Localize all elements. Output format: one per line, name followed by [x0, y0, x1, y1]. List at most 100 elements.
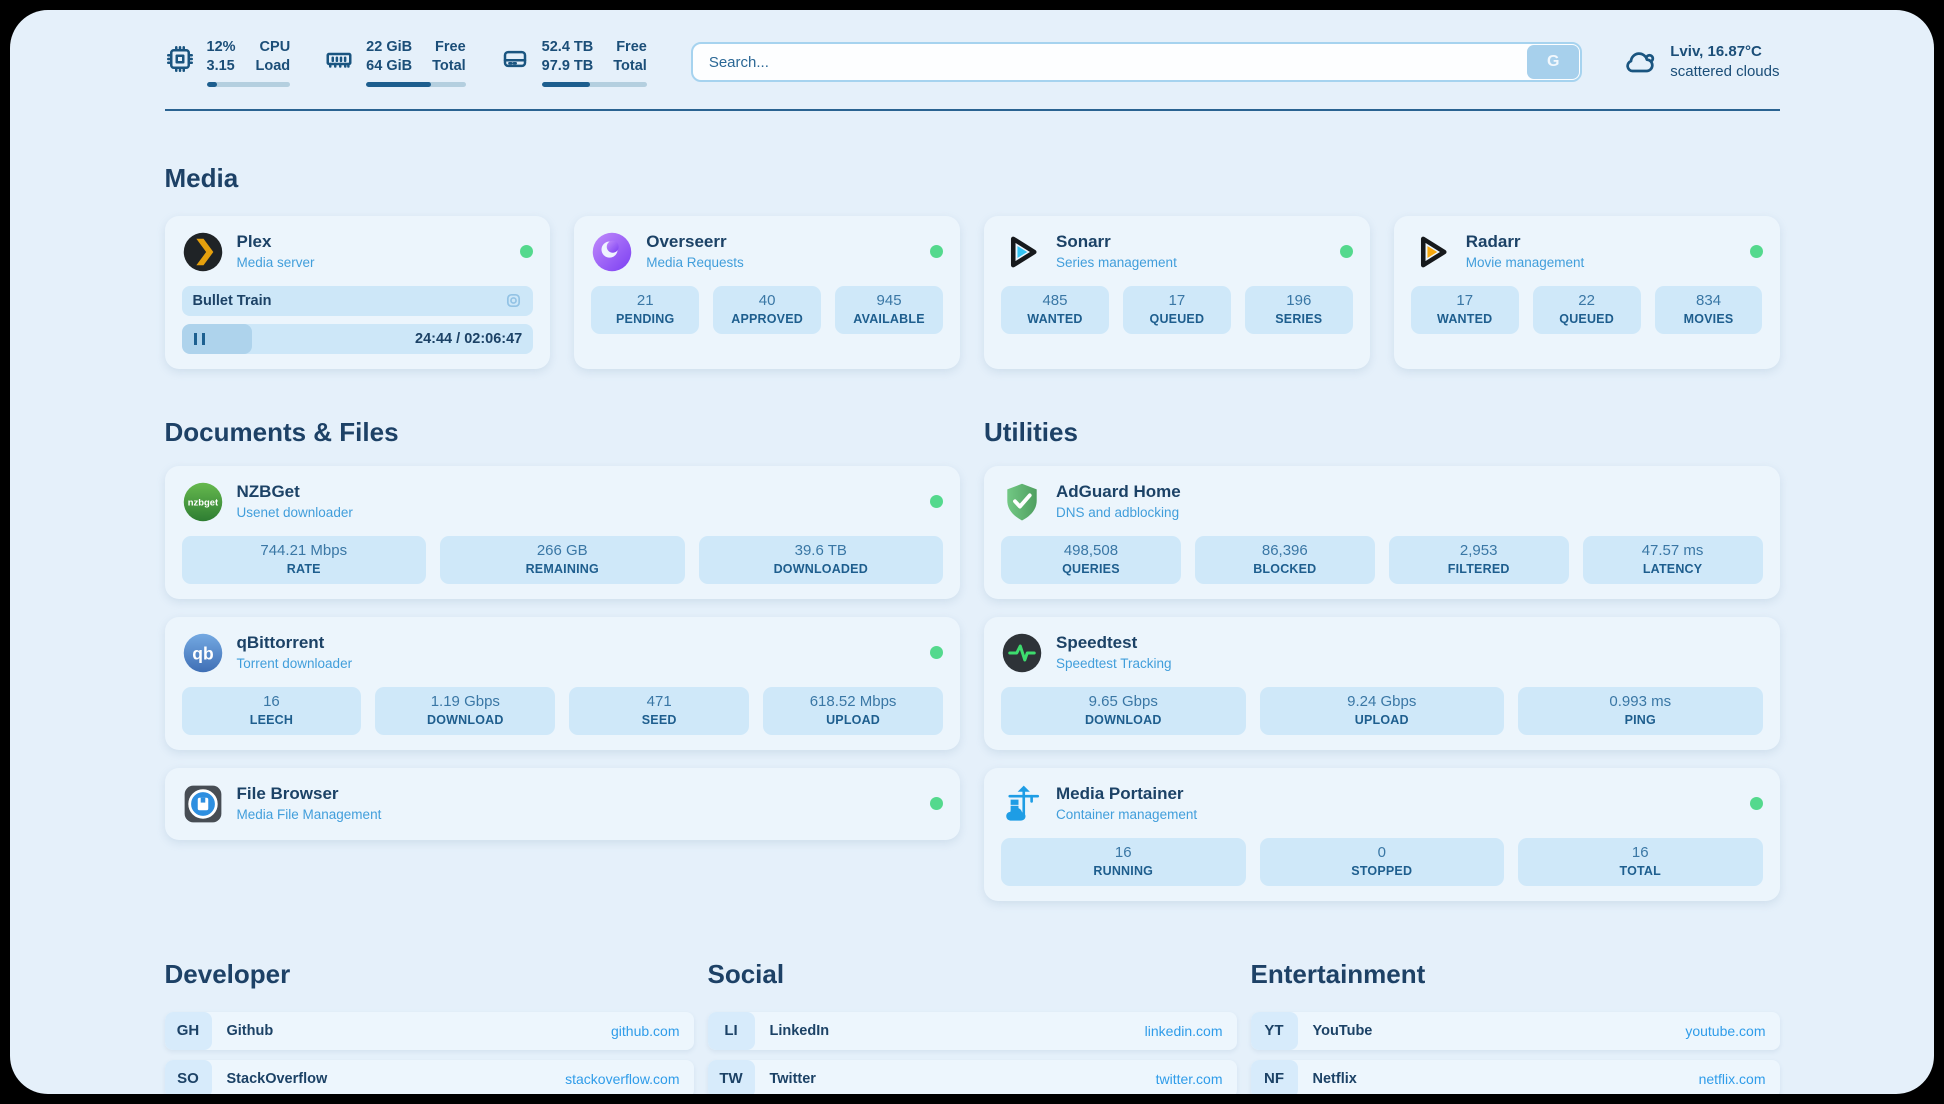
- stat-tile: 498,508 QUERIES: [1001, 535, 1181, 584]
- stat-tile: 196 SERIES: [1244, 285, 1353, 334]
- plex-card[interactable]: Plex Media server Bullet Train 24:44 / 0…: [164, 215, 551, 369]
- playback-progressbar: 24:44 / 02:06:47: [181, 323, 534, 354]
- app-title: Radarr: [1465, 231, 1521, 251]
- stat-tile: 834 MOVIES: [1654, 285, 1763, 334]
- weather-condition: scattered clouds: [1670, 63, 1780, 81]
- qbittorrent-card[interactable]: qb qBittorrent Torrent downloader 16 LEEC…: [164, 616, 960, 750]
- app-title: File Browser: [236, 783, 339, 803]
- section-heading-utilities: Utilities: [984, 416, 1078, 447]
- section-heading-documents: Documents & Files: [164, 416, 399, 447]
- filebrowser-card[interactable]: File Browser Media File Management: [164, 767, 960, 840]
- ram-total-value: 64 GiB: [366, 57, 413, 74]
- stat-tile: 618.52 Mbps UPLOAD: [763, 686, 943, 735]
- link-netflix[interactable]: NF Netflix netflix.com: [1250, 1059, 1780, 1094]
- stat-tile: 0.993 ms PING: [1518, 686, 1763, 735]
- status-dot: [930, 646, 943, 660]
- ram-free-value: 22 GiB: [366, 39, 413, 55]
- cpu-value: 12%: [206, 39, 236, 55]
- disk-total-value: 97.9 TB: [541, 57, 594, 74]
- status-dot: [930, 495, 943, 509]
- cpu-load-value: 3.15: [206, 57, 235, 74]
- link-badge: SO: [164, 1059, 212, 1094]
- ram-memory-icon: [326, 52, 352, 68]
- stat-tile: 16 TOTAL: [1518, 837, 1763, 886]
- cpu-stat: 12% 3.15 CPU Load: [165, 38, 291, 87]
- stat-tile: 39.6 TB DOWNLOADED: [698, 535, 943, 584]
- nzbget-icon: nzbget: [183, 482, 222, 521]
- stat-tile: 9.65 Gbps DOWNLOAD: [1001, 686, 1246, 735]
- stat-tile: 945 AVAILABLE: [835, 285, 943, 334]
- section-heading-entertainment: Entertainment: [1250, 958, 1426, 989]
- app-title: Speedtest: [1056, 632, 1138, 652]
- link-badge: TW: [707, 1059, 755, 1094]
- stat-tile: 266 GB REMAINING: [440, 535, 685, 584]
- cpu-label: CPU: [259, 39, 291, 55]
- pause-icon: [193, 332, 205, 345]
- adguard-card[interactable]: AdGuard Home DNS and adblocking 498,508 Q…: [984, 465, 1780, 599]
- app-subtitle: Torrent downloader: [236, 656, 353, 672]
- stat-tile: 1.19 Gbps DOWNLOAD: [375, 686, 556, 735]
- section-heading-media: Media: [164, 162, 239, 193]
- stat-tile: 21 PENDING: [591, 285, 700, 334]
- status-dot: [1749, 245, 1763, 259]
- app-title: Plex: [236, 231, 272, 251]
- stat-tile: 40 APPROVED: [713, 285, 822, 334]
- ram-stat: 22 GiB 64 GiB Free Total: [324, 38, 466, 87]
- link-twitter[interactable]: TW Twitter twitter.com: [707, 1059, 1237, 1094]
- link-badge: NF: [1250, 1059, 1298, 1094]
- app-title: Overseerr: [646, 231, 727, 251]
- adguard-icon: [1007, 483, 1037, 521]
- radarr-card[interactable]: Radarr Movie management 17 WANTED 22 QUEUE…: [1393, 215, 1780, 369]
- stat-tile: 2,953 FILTERED: [1388, 535, 1569, 584]
- app-title: Media Portainer: [1056, 783, 1184, 803]
- playback-time: 24:44 / 02:06:47: [415, 330, 523, 347]
- portainer-card[interactable]: Media Portainer Container management 16 R…: [984, 767, 1780, 901]
- status-dot: [1749, 797, 1763, 811]
- app-subtitle: DNS and adblocking: [1056, 505, 1180, 521]
- link-youtube[interactable]: YT YouTube youtube.com: [1250, 1011, 1780, 1050]
- stat-tile: 22 QUEUED: [1532, 285, 1641, 334]
- disk-stat: 52.4 TB 97.9 TB Free Total: [500, 38, 647, 87]
- search-engine-button[interactable]: G: [1527, 45, 1580, 80]
- ram-total-label: Total: [432, 57, 466, 74]
- portainer-icon: [1006, 785, 1040, 821]
- app-subtitle: Usenet downloader: [236, 505, 353, 521]
- stat-tile: 47.57 ms LATENCY: [1582, 535, 1763, 584]
- link-linkedin[interactable]: LI LinkedIn linkedin.com: [707, 1011, 1237, 1050]
- link-github[interactable]: GH Github github.com: [164, 1011, 694, 1050]
- app-title: NZBGet: [236, 481, 300, 501]
- stat-tile: 86,396 BLOCKED: [1194, 535, 1375, 584]
- app-subtitle: Media server: [236, 255, 315, 271]
- nzbget-card[interactable]: nzbget NZBGet Usenet downloader 744.21 M…: [164, 465, 960, 599]
- app-title: Sonarr: [1056, 231, 1111, 251]
- cloud-icon: [1626, 52, 1655, 73]
- disk-free-label: Free: [616, 39, 647, 55]
- speedtest-icon: [1002, 633, 1042, 672]
- disk-total-label: Total: [613, 57, 647, 74]
- disk-free-value: 52.4 TB: [541, 39, 594, 55]
- status-dot: [930, 797, 943, 811]
- now-playing-bar: Bullet Train: [181, 285, 534, 316]
- disk-drive-icon: [503, 50, 526, 68]
- weather-widget: Lviv, 16.87°C scattered clouds: [1622, 42, 1780, 83]
- app-subtitle: Movie management: [1465, 255, 1585, 271]
- speedtest-card[interactable]: Speedtest Speedtest Tracking 9.65 Gbps DO…: [984, 616, 1780, 750]
- app-subtitle: Speedtest Tracking: [1056, 656, 1172, 672]
- sonarr-icon: [1010, 236, 1037, 268]
- link-stackoverflow[interactable]: SO StackOverflow stackoverflow.com: [164, 1059, 694, 1094]
- cpu-load-label: Load: [255, 57, 291, 74]
- sonarr-card[interactable]: Sonarr Series management 485 WANTED 17 QUE…: [984, 215, 1370, 369]
- cpu-chip-icon: [166, 46, 193, 72]
- app-subtitle: Series management: [1056, 255, 1177, 271]
- section-heading-social: Social: [707, 958, 785, 989]
- ram-progressbar: [366, 81, 466, 87]
- app-subtitle: Media Requests: [646, 255, 744, 271]
- app-title: AdGuard Home: [1056, 481, 1181, 501]
- stat-tile: 9.24 Gbps UPLOAD: [1259, 686, 1504, 735]
- search-input[interactable]: [690, 42, 1583, 83]
- overseerr-card[interactable]: Overseerr Media Requests 21 PENDING 40 APP…: [574, 215, 960, 369]
- filebrowser-icon: [184, 785, 221, 823]
- stat-tile: 16 LEECH: [181, 686, 362, 735]
- svg-text:qb: qb: [192, 643, 213, 663]
- link-badge: GH: [164, 1011, 212, 1050]
